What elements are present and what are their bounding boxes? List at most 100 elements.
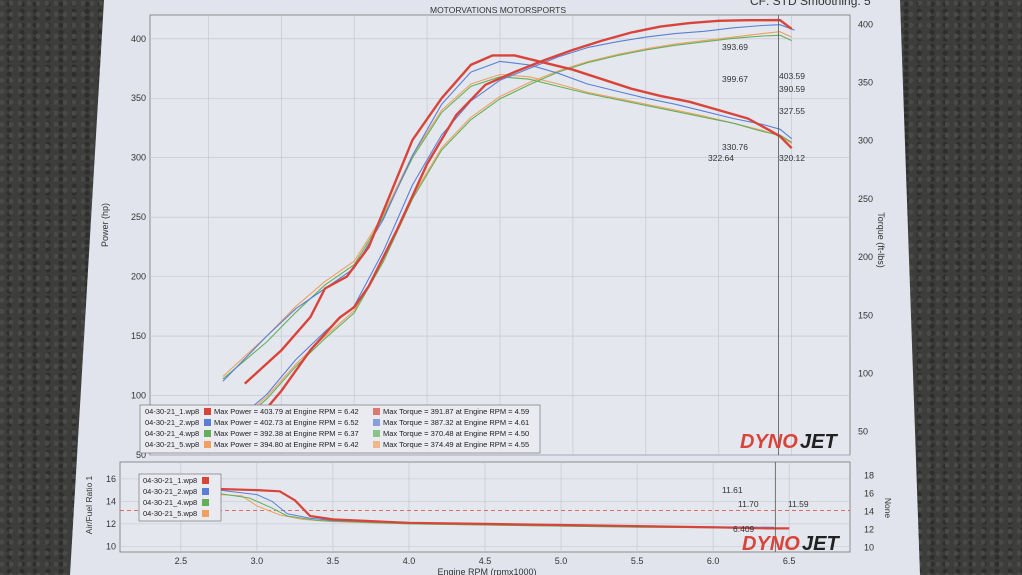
torque-tick: 50 xyxy=(858,427,868,437)
dynojet-logo-afr-a: DYNO xyxy=(742,533,800,555)
callout-torque-run5: 393.69 xyxy=(722,42,748,52)
main-legend: 04-30-21_1.wp8 Max Power = 403.79 at Eng… xyxy=(139,404,541,454)
corner-text: CF: STD Smoothing: 5 xyxy=(750,0,871,8)
none-axis-ticks: 10 12 14 16 18 xyxy=(864,471,874,553)
legend-name-run2: 04-30-21_2.wp8 xyxy=(145,418,199,427)
afr-tick: 14 xyxy=(106,496,116,506)
main-callouts: 393.69 399.67 403.59 390.59 327.55 330.7… xyxy=(708,42,805,163)
torque-tick: 300 xyxy=(858,136,873,146)
power-tick: 50 xyxy=(136,450,146,460)
afr-callout-run2: 11.70 xyxy=(738,499,759,509)
rpm-tick: 3.0 xyxy=(251,556,264,566)
legend-swatch-torque-run4 xyxy=(373,430,380,437)
rpm-tick: 4.5 xyxy=(479,556,492,566)
callout-power-run5: 322.64 xyxy=(708,153,734,163)
afr-callout-run5: 11.61 xyxy=(722,485,743,495)
legend-swatch-torque-run5 xyxy=(373,441,380,448)
rpm-axis-label: Engine RPM (rpmx1000) xyxy=(437,567,536,575)
afr-legend-swatch-run4 xyxy=(202,499,209,506)
legend-row-run5: 04-30-21_5.wp8 Max Power = 394.80 at Eng… xyxy=(145,440,529,449)
afr-legend-run1: 04-30-21_1.wp8 xyxy=(143,476,197,485)
none-tick: 10 xyxy=(864,543,874,553)
legend-torque-run5: Max Torque = 374.49 at Engine RPM = 4.55 xyxy=(383,440,529,449)
none-tick: 16 xyxy=(864,489,874,499)
power-axis-ticks: 50 100 150 200 250 300 350 400 xyxy=(131,34,146,460)
rpm-tick: 6.5 xyxy=(783,556,796,566)
callout-torque-run2: 399.67 xyxy=(722,74,748,84)
power-curve-04-30-21_1.wp8 xyxy=(243,54,793,385)
afr-curve-04-30-21_1.wp8 xyxy=(218,487,790,530)
power-tick: 200 xyxy=(131,272,146,282)
legend-name-run4: 04-30-21_4.wp8 xyxy=(145,429,199,438)
torque-tick: 250 xyxy=(858,194,873,204)
dynojet-logo-main: DYNO JET xyxy=(740,431,838,453)
afr-cursor-label: 6.409 xyxy=(733,524,755,534)
power-tick: 100 xyxy=(131,391,146,401)
rpm-tick: 3.5 xyxy=(327,556,340,566)
power-tick: 350 xyxy=(131,93,146,103)
rpm-axis-ticks: 2.5 3.0 3.5 4.0 4.5 5.0 5.5 6.0 6.5 xyxy=(175,556,796,566)
afr-tick: 10 xyxy=(106,541,116,551)
legend-swatch-run5 xyxy=(204,441,211,448)
legend-name-run1: 04-30-21_1.wp8 xyxy=(145,407,199,416)
torque-tick: 350 xyxy=(858,78,873,88)
legend-power-run4: Max Power = 392.38 at Engine RPM = 6.37 xyxy=(214,429,359,438)
power-tick: 400 xyxy=(131,34,146,44)
legend-name-run5: 04-30-21_5.wp8 xyxy=(145,440,199,449)
rpm-tick: 2.5 xyxy=(175,556,188,566)
afr-series xyxy=(218,487,790,530)
afr-legend-swatch-run1 xyxy=(202,477,209,484)
none-axis-label: None xyxy=(883,498,893,519)
afr-tick: 16 xyxy=(106,474,116,484)
torque-axis-ticks: 50 100 150 200 250 300 350 400 xyxy=(858,19,873,436)
torque-curve-04-30-21_4.wp8 xyxy=(222,34,792,437)
none-tick: 18 xyxy=(864,471,874,481)
rpm-tick: 6.0 xyxy=(707,556,720,566)
legend-torque-run1: Max Torque = 391.87 at Engine RPM = 4.59 xyxy=(383,407,529,416)
none-tick: 12 xyxy=(864,525,874,535)
none-tick: 14 xyxy=(864,507,874,517)
power-tick: 250 xyxy=(131,212,146,222)
power-axis-label: Power (hp) xyxy=(100,203,110,247)
power-tick: 150 xyxy=(131,331,146,341)
callout-power-run1: 330.76 xyxy=(722,142,748,152)
power-tick: 300 xyxy=(131,153,146,163)
legend-row-run1: 04-30-21_1.wp8 Max Power = 403.79 at Eng… xyxy=(145,407,529,416)
callout-power-run4: 320.12 xyxy=(779,153,805,163)
afr-legend-run5: 04-30-21_5.wp8 xyxy=(143,509,197,518)
power-curve-04-30-21_4.wp8 xyxy=(222,76,792,380)
afr-legend-swatch-run5 xyxy=(202,510,209,517)
legend-torque-run4: Max Torque = 370.48 at Engine RPM = 4.50 xyxy=(383,429,529,438)
afr-axis-ticks: 10 12 14 16 xyxy=(106,474,116,552)
afr-legend-swatch-run2 xyxy=(202,488,209,495)
torque-tick: 150 xyxy=(858,310,873,320)
callout-torque-run4: 390.59 xyxy=(779,84,805,94)
torque-tick: 400 xyxy=(858,19,873,29)
legend-row-run4: 04-30-21_4.wp8 Max Power = 392.38 at Eng… xyxy=(145,429,529,438)
dynojet-logo-main-b: JET xyxy=(800,431,838,453)
legend-swatch-run4 xyxy=(204,430,211,437)
legend-row-run2: 04-30-21_2.wp8 Max Power = 402.73 at Eng… xyxy=(145,418,529,427)
afr-axis-label: Air/Fuel Ratio 1 xyxy=(84,475,94,534)
torque-axis-label: Torque (ft-lbs) xyxy=(876,212,886,268)
torque-tick: 200 xyxy=(858,252,873,262)
afr-legend-run4: 04-30-21_4.wp8 xyxy=(143,498,197,507)
dynojet-logo-afr-b: JET xyxy=(802,533,840,555)
rpm-tick: 5.5 xyxy=(631,556,644,566)
rpm-tick: 5.0 xyxy=(555,556,568,566)
afr-tick: 12 xyxy=(106,519,116,529)
dynojet-logo-afr: DYNO JET xyxy=(742,533,840,555)
torque-tick: 100 xyxy=(858,369,873,379)
main-series xyxy=(222,18,795,437)
legend-swatch-run2 xyxy=(204,419,211,426)
legend-power-run5: Max Power = 394.80 at Engine RPM = 6.42 xyxy=(214,440,359,449)
dynojet-logo-main-a: DYNO xyxy=(740,431,798,453)
torque-curve-04-30-21_5.wp8 xyxy=(222,31,792,435)
callout-power-run2: 327.55 xyxy=(779,106,805,116)
legend-torque-run2: Max Torque = 387.32 at Engine RPM = 4.61 xyxy=(383,418,529,427)
legend-power-run2: Max Power = 402.73 at Engine RPM = 6.52 xyxy=(214,418,359,427)
afr-callout-run4: 11.59 xyxy=(788,499,809,509)
legend-swatch-run1 xyxy=(204,408,211,415)
callout-torque-run1: 403.59 xyxy=(779,71,805,81)
